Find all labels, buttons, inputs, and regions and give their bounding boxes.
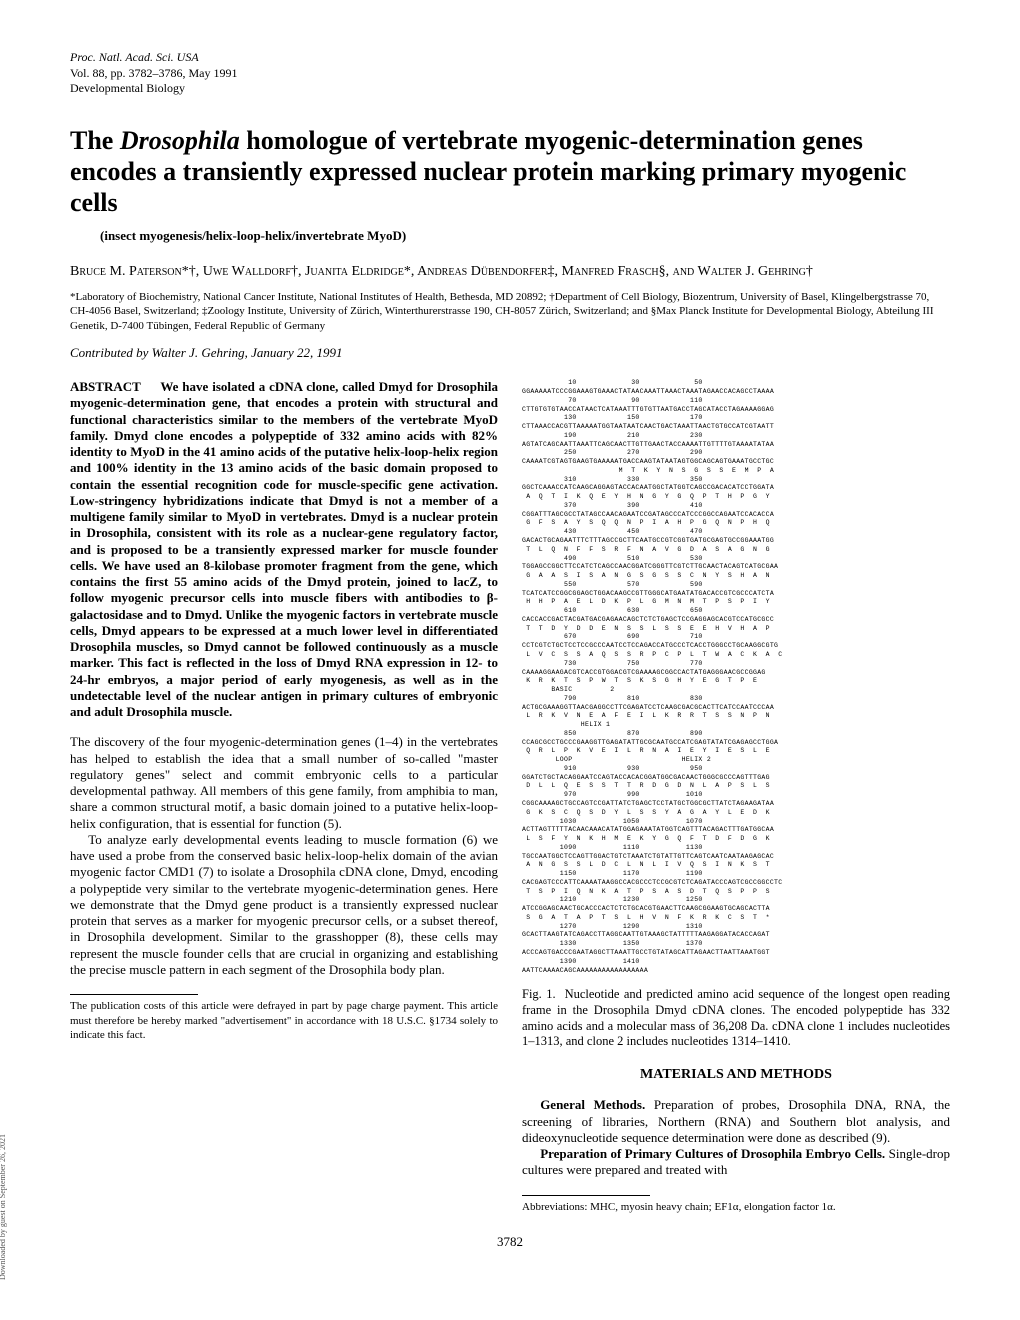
footnote-rule-right <box>522 1195 650 1196</box>
fig-label: Fig. 1. <box>522 987 556 1001</box>
footnote-right: Abbreviations: MHC, myosin heavy chain; … <box>522 1200 950 1214</box>
figure-1-caption: Fig. 1. Nucleotide and predicted amino a… <box>522 987 950 1050</box>
footnote-left: The publication costs of this article we… <box>70 999 498 1042</box>
right-column: 10 30 50 GGAAAAATCCCGGAAAGTGAAACTATAACAA… <box>522 379 950 1214</box>
intro-text: The discovery of the four myogenic-deter… <box>70 734 498 978</box>
methods-sub-2: Preparation of Primary Cultures of Droso… <box>540 1146 885 1161</box>
journal-volpages: Vol. 88, pp. 3782–3786, May 1991 <box>70 66 237 80</box>
methods-sub-1: General Methods. <box>540 1097 645 1112</box>
download-note: Downloaded by guest on September 26, 202… <box>0 1134 8 1280</box>
intro-para-2: To analyze early developmental events le… <box>70 832 498 978</box>
intro-para-1: The discovery of the four myogenic-deter… <box>70 734 498 832</box>
footnote-rule-left <box>70 994 198 995</box>
methods-heading: MATERIALS AND METHODS <box>522 1066 950 1084</box>
authors: Bruce M. Paterson*†, Uwe Walldorf†, Juan… <box>70 263 950 281</box>
main-columns: ABSTRACT We have isolated a cDNA clone, … <box>70 379 950 1214</box>
article-subtitle: (insect myogenesis/helix-loop-helix/inve… <box>70 228 950 244</box>
journal-header: Proc. Natl. Acad. Sci. USA Vol. 88, pp. … <box>70 50 950 97</box>
sequence-figure: 10 30 50 GGAAAAATCCCGGAAAGTGAAACTATAACAA… <box>522 379 950 975</box>
journal-section: Developmental Biology <box>70 81 185 95</box>
page-number: 3782 <box>70 1234 950 1250</box>
methods-text: General Methods. Preparation of probes, … <box>522 1097 950 1178</box>
left-column: ABSTRACT We have isolated a cDNA clone, … <box>70 379 498 1214</box>
article-title: The Drosophila homologue of vertebrate m… <box>70 125 950 219</box>
affiliations: *Laboratory of Biochemistry, National Ca… <box>70 290 950 333</box>
abstract-label: ABSTRACT <box>70 379 141 394</box>
journal-name: Proc. Natl. Acad. Sci. USA <box>70 50 199 64</box>
abstract: ABSTRACT We have isolated a cDNA clone, … <box>70 379 498 720</box>
contributed-line: Contributed by Walter J. Gehring, Januar… <box>70 345 950 361</box>
